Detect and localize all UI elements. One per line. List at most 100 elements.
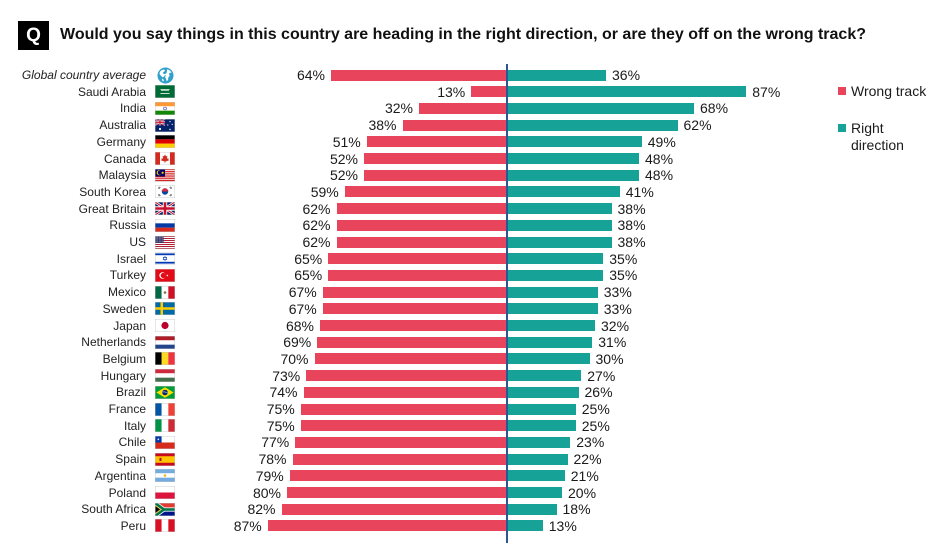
bar-wrong-track-south-korea [344, 186, 507, 198]
data-label-suffix: % [318, 217, 331, 234]
data-label-right-direction-netherlands: 31% [598, 334, 626, 350]
poland-flag-icon [155, 486, 175, 499]
category-label-chile: Chile [118, 435, 146, 450]
bar-wrong-track-india [419, 102, 507, 114]
category-label-spain: Spain [115, 452, 146, 467]
bar-right-direction-south-africa [507, 503, 557, 515]
bar-right-direction-argentina [507, 470, 565, 482]
data-label-value: 41 [625, 183, 642, 200]
data-label-value: 87 [752, 83, 768, 100]
category-label-turkey: Turkey [109, 268, 146, 283]
bar-wrong-track-saudi-arabia [471, 86, 507, 98]
canada-flag-icon [155, 152, 175, 165]
data-label-right-direction-great-britain: 38% [618, 201, 646, 217]
data-label-suffix: % [296, 350, 309, 367]
bar-wrong-track-great-britain [336, 203, 507, 215]
data-label-right-direction-belgium: 30% [596, 351, 624, 367]
data-label-right-direction-saudi-arabia: 87% [752, 84, 780, 100]
data-label-wrong-track-mexico: 67% [289, 284, 317, 300]
data-label-suffix: % [699, 117, 712, 134]
data-label-suffix: % [613, 334, 627, 351]
data-label-value: 79 [255, 467, 272, 484]
data-label-wrong-track-chile: 77% [261, 434, 289, 450]
category-label-poland: Poland [108, 485, 146, 500]
germany-flag-icon [155, 135, 175, 149]
bar-right-direction-chile [507, 436, 571, 448]
belgium-flag-icon [155, 352, 175, 366]
data-label-value: 25 [581, 417, 598, 434]
data-label-value: 38 [617, 200, 634, 217]
data-label-value: 80 [252, 484, 269, 501]
data-label-value: 75 [266, 417, 283, 434]
data-label-value: 62 [302, 217, 319, 234]
data-label-right-direction-spain: 22% [574, 451, 602, 467]
data-label-value: 48 [645, 167, 661, 184]
data-label-suffix: % [586, 467, 599, 484]
data-label-right-direction-france: 25% [582, 401, 610, 417]
data-label-value: 87 [233, 517, 250, 534]
data-label-suffix: % [660, 167, 674, 184]
category-label-mexico: Mexico [107, 285, 146, 300]
data-label-right-direction-hungary: 27% [587, 368, 615, 384]
bar-right-direction-belgium [507, 353, 590, 365]
category-label-italy: Italy [123, 418, 146, 433]
data-label-suffix: % [616, 317, 630, 334]
data-label-value: 35 [609, 250, 625, 267]
data-label-right-direction-canada: 48% [645, 151, 673, 167]
data-label-right-direction-mexico: 33% [604, 284, 632, 300]
bar-right-direction-japan [507, 320, 595, 331]
data-label-wrong-track-spain: 78% [258, 451, 286, 467]
question-title: Would you say things in this country are… [60, 26, 866, 43]
data-label-value: 73 [272, 367, 288, 384]
data-label-right-direction-germany: 49% [648, 134, 676, 150]
bar-right-direction-russia [507, 219, 612, 231]
bar-right-direction-hungary [507, 370, 582, 382]
data-label-value: 68 [700, 100, 716, 117]
bar-wrong-track-malaysia [364, 169, 507, 181]
data-label-right-direction-chile: 23% [576, 434, 604, 450]
data-label-suffix: % [589, 451, 602, 468]
data-label-suffix: % [309, 250, 323, 267]
us-flag-icon [155, 235, 175, 249]
data-label-value: 18 [562, 501, 579, 518]
bar-right-direction-poland [507, 487, 562, 498]
legend-label-wrong-track: Wrong track [851, 83, 927, 99]
bar-right-direction-malaysia [507, 169, 639, 181]
data-label-value: 25 [581, 401, 598, 417]
bar-right-direction-spain [507, 453, 568, 465]
turkey-flag-icon [155, 268, 175, 282]
mexico-flag-icon [155, 285, 175, 299]
data-label-suffix: % [624, 267, 638, 284]
data-label-wrong-track-belgium: 70% [280, 351, 308, 367]
data-label-suffix: % [285, 384, 298, 401]
category-label-hungary: Hungary [100, 368, 146, 383]
data-label-wrong-track-japan: 68% [286, 318, 314, 334]
data-label-suffix: % [597, 401, 610, 417]
data-label-suffix: % [384, 117, 397, 134]
italy-flag-icon [155, 419, 175, 433]
category-label-france: France [108, 402, 146, 416]
bar-right-direction-france [507, 403, 576, 415]
data-label-suffix: % [602, 367, 616, 384]
category-label-argentina: Argentina [94, 468, 146, 483]
sweden-flag-icon [155, 302, 175, 316]
data-label-value: 38 [617, 234, 634, 250]
data-label-wrong-track-germany: 51% [333, 134, 361, 150]
bar-right-direction-turkey [507, 269, 604, 281]
data-label-value: 82 [247, 501, 264, 518]
data-label-wrong-track-poland: 80% [253, 485, 281, 501]
data-label-suffix: % [611, 350, 624, 367]
legend-label-right-direction: Right direction [851, 120, 904, 153]
data-label-value: 52 [329, 167, 346, 184]
data-label-value: 62 [302, 200, 319, 217]
data-label-suffix: % [249, 517, 262, 534]
data-label-right-direction-argentina: 21% [571, 468, 599, 484]
bar-wrong-track-canada [364, 153, 507, 164]
data-label-value: 59 [310, 183, 327, 200]
data-label-wrong-track-south-korea: 59% [311, 184, 339, 200]
data-label-wrong-track-brazil: 74% [269, 384, 297, 400]
data-label-value: 13 [437, 83, 453, 100]
category-label-us: US [129, 235, 146, 249]
data-label-suffix: % [282, 401, 295, 417]
data-label-value: 65 [294, 250, 310, 267]
